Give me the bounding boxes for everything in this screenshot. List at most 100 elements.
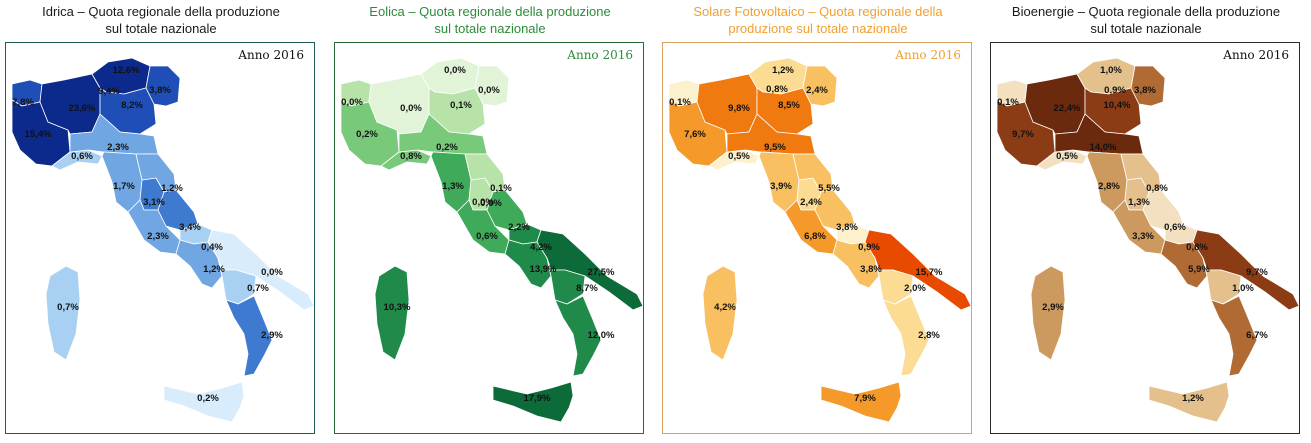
region-value-label: 3,1% bbox=[143, 197, 165, 208]
region-campania bbox=[504, 239, 552, 289]
year-label: Anno 2016 bbox=[1223, 48, 1289, 62]
region-value-label: 3,4% bbox=[179, 222, 201, 233]
italy-choropleth: 0,1% 9,7% 0,5% 22,4% 1,0% 10,4%3,8% 14,0% 2,8% 1… bbox=[996, 57, 1299, 423]
map-panel: Idrica – Quota regionale della produzion… bbox=[3, 0, 319, 443]
region-value-label: 3,8% bbox=[860, 264, 882, 275]
map-frame: Anno 2016 0,0% 0,2% 0,8% 0,0% 0,0% 0,1% 0,0% 0,2… bbox=[334, 42, 644, 434]
region-value-label: 1,0% bbox=[1100, 65, 1122, 76]
region-value-label: 1,2% bbox=[161, 183, 183, 194]
region-value-label: 10,3% bbox=[384, 302, 411, 313]
region-value-label: 0,0% bbox=[341, 97, 363, 108]
region-value-label: 2,3% bbox=[147, 231, 169, 242]
region-basilicata bbox=[874, 257, 914, 305]
region-value-label: 0,1% bbox=[997, 97, 1019, 108]
region-value-label: 1,3% bbox=[1128, 197, 1150, 208]
region-value-label: 0,1% bbox=[669, 97, 691, 108]
region-value-label: 13,9% bbox=[530, 264, 557, 275]
region-value-label: 2,4% bbox=[800, 197, 822, 208]
region-sardegna bbox=[1030, 265, 1066, 361]
region-value-label: 4,2% bbox=[530, 242, 552, 253]
region-sardegna bbox=[45, 265, 81, 361]
map-panel: Eolica – Quota regionale della produzion… bbox=[332, 0, 648, 443]
region-basilicata bbox=[1202, 257, 1242, 305]
region-value-label: 0,4% bbox=[201, 242, 223, 253]
region-value-label: 7,9% bbox=[854, 393, 876, 404]
region-value-label: 8,2% bbox=[121, 100, 143, 111]
region-value-label: 15,7% bbox=[916, 267, 943, 278]
region-value-label: 9,4% bbox=[98, 86, 120, 97]
region-value-label: 0,2% bbox=[356, 129, 378, 140]
region-value-label: 1,2% bbox=[1182, 393, 1204, 404]
region-basilicata bbox=[217, 257, 257, 305]
region-value-label: 0,8% bbox=[766, 84, 788, 95]
region-emilia-romagna bbox=[398, 113, 488, 155]
region-value-label: 9,5% bbox=[764, 142, 786, 153]
region-value-label: 27,5% bbox=[588, 267, 615, 278]
region-value-label: 9,7% bbox=[1012, 129, 1034, 140]
region-value-label: 4,2% bbox=[714, 302, 736, 313]
region-value-label: 0,0% bbox=[480, 198, 502, 209]
region-value-label: 0,0% bbox=[261, 267, 283, 278]
region-calabria bbox=[1210, 295, 1258, 377]
region-value-label: 1,2% bbox=[772, 65, 794, 76]
region-value-label: 2,8% bbox=[918, 330, 940, 341]
region-value-label: 5,5% bbox=[818, 183, 840, 194]
region-value-label: 1,0% bbox=[1232, 283, 1254, 294]
region-calabria bbox=[225, 295, 273, 377]
region-value-label: 0,9% bbox=[1104, 85, 1126, 96]
region-value-label: 23,6% bbox=[69, 103, 96, 114]
region-value-label: 5,9% bbox=[1188, 264, 1210, 275]
region-value-label: 3,9% bbox=[770, 181, 792, 192]
region-value-label: 2,9% bbox=[1042, 302, 1064, 313]
map-panel: Solare Fotovoltaico – Quota regionale de… bbox=[660, 0, 976, 443]
region-value-label: 2,0% bbox=[904, 283, 926, 294]
italy-choropleth: 0,0%0,2%0,8%0,0%0,0%0,1%0,0%0,2%1,3%0,0%… bbox=[340, 57, 643, 423]
map-frame: Anno 2016 7,8% 15,4% 0,6% 23,6% 12,6% 8,2% 3,8%… bbox=[5, 42, 315, 434]
region-value-label: 0,1% bbox=[450, 100, 472, 111]
region-sardegna bbox=[702, 265, 738, 361]
region-value-label: 0,8% bbox=[1146, 183, 1168, 194]
region-value-label: 0,0% bbox=[400, 103, 422, 114]
region-value-label: 12,0% bbox=[588, 330, 615, 341]
region-value-label: 9,8% bbox=[728, 103, 750, 114]
region-value-label: 0,5% bbox=[728, 151, 750, 162]
map-title: Idrica – Quota regionale della produzion… bbox=[42, 4, 280, 36]
region-friuli-venezia-giulia bbox=[474, 65, 510, 107]
region-campania bbox=[832, 239, 880, 289]
year-label: Anno 2016 bbox=[238, 48, 304, 62]
region-value-label: 3,3% bbox=[1132, 231, 1154, 242]
region-friuli-venezia-giulia bbox=[145, 65, 181, 107]
region-sicilia bbox=[492, 381, 574, 423]
region-value-label: 15,4% bbox=[25, 129, 52, 140]
region-value-label: 0,6% bbox=[476, 231, 498, 242]
region-value-label: 0,8% bbox=[400, 151, 422, 162]
year-label: Anno 2016 bbox=[567, 48, 633, 62]
map-frame: Anno 2016 0,1% 9,7% 0,5% 22,4% 1,0% 10,4% 3,8% 1… bbox=[990, 42, 1300, 434]
region-value-label: 9,7% bbox=[1246, 267, 1268, 278]
region-value-label: 22,4% bbox=[1054, 103, 1081, 114]
region-value-label: 1,7% bbox=[113, 181, 135, 192]
region-value-label: 3,8% bbox=[1134, 85, 1156, 96]
italy-choropleth: 7,8% 15,4% 0,6% 23,6% 12,6% 8,2% 3,8% 2,3% 1,7% 3… bbox=[11, 57, 314, 423]
region-sicilia bbox=[1148, 381, 1230, 423]
region-sardegna bbox=[374, 265, 410, 361]
region-value-label: 1,3% bbox=[442, 181, 464, 192]
region-lazio bbox=[127, 199, 181, 255]
region-value-label: 7,8% bbox=[12, 97, 34, 108]
region-value-label: 14,0% bbox=[1090, 142, 1117, 153]
region-value-label: 6,8% bbox=[804, 231, 826, 242]
region-emilia-romagna bbox=[69, 113, 159, 155]
region-value-label: 8,7% bbox=[576, 283, 598, 294]
map-title: Solare Fotovoltaico – Quota regionale de… bbox=[693, 4, 943, 36]
italy-choropleth: 0,1% 7,6% 0,5% 9,8% 1,2% 8,5% 2,4% 9,5% 3,9% 2,4%… bbox=[668, 57, 971, 423]
region-value-label: 0,1% bbox=[490, 183, 512, 194]
region-value-label: 3,8% bbox=[149, 85, 171, 96]
region-value-label: 2,9% bbox=[261, 330, 283, 341]
region-value-label: 7,6% bbox=[684, 129, 706, 140]
region-value-label: 2,8% bbox=[1098, 181, 1120, 192]
map-panel: Bioenergie – Quota regionale della produ… bbox=[988, 0, 1304, 443]
region-value-label: 0,0% bbox=[472, 197, 494, 208]
region-sicilia bbox=[820, 381, 902, 423]
region-value-label: 2,4% bbox=[806, 85, 828, 96]
region-value-label: 8,5% bbox=[778, 100, 800, 111]
